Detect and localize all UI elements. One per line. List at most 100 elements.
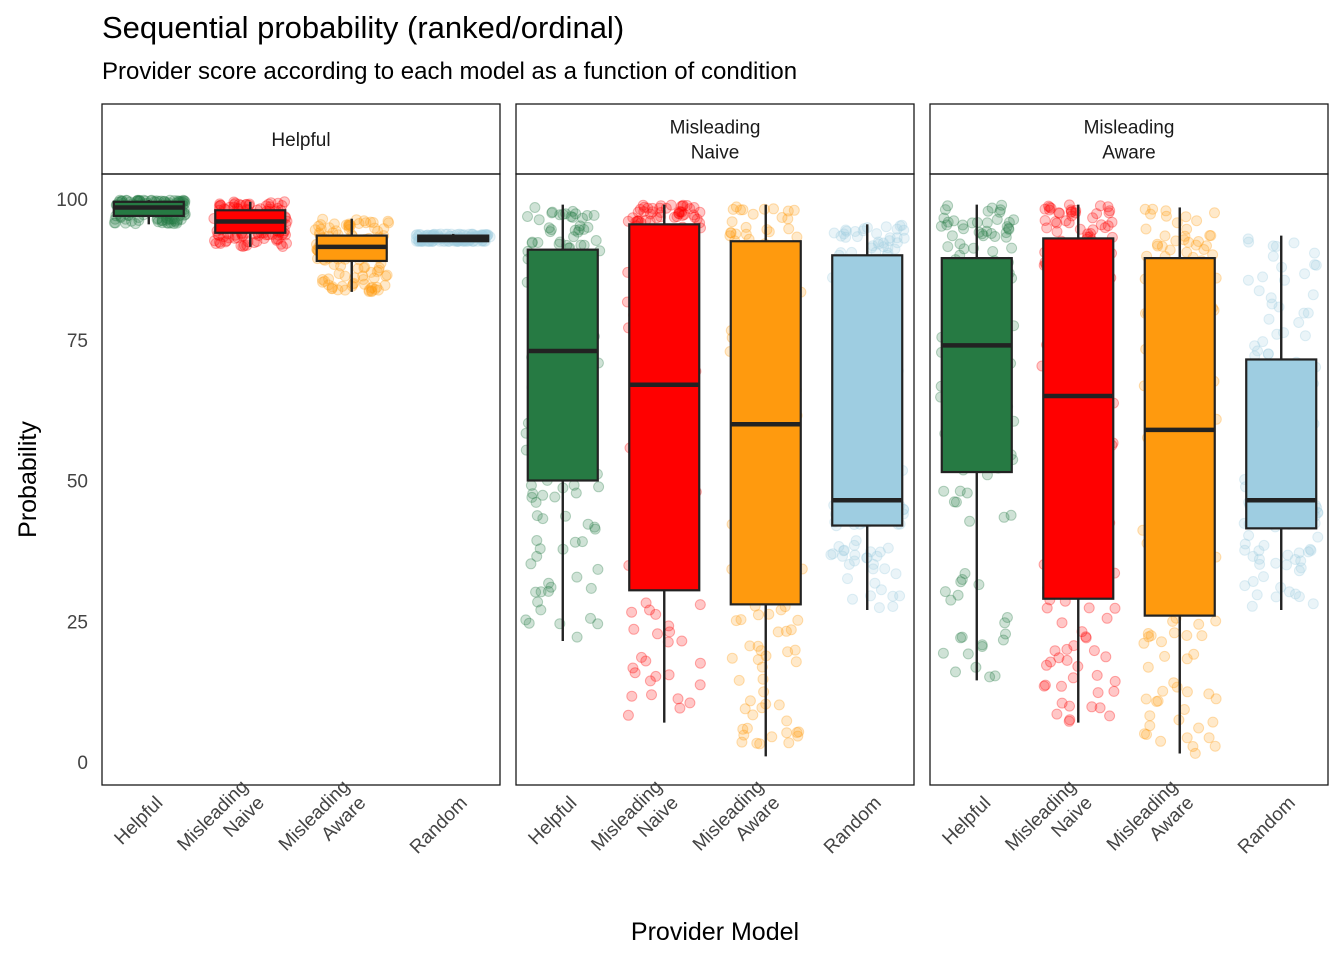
jitter-point	[740, 228, 752, 240]
jitter-point	[668, 211, 680, 223]
jitter-point	[582, 221, 594, 233]
jitter-point	[527, 488, 539, 500]
jitter-point	[999, 617, 1011, 629]
x-tick-label: Random	[406, 793, 472, 859]
jitter-point	[1270, 557, 1282, 569]
jitter-point	[837, 550, 848, 562]
jitter-point	[1066, 210, 1078, 222]
jitter-point	[1043, 200, 1054, 212]
facet-strip	[929, 103, 1329, 175]
jitter-point	[1180, 211, 1192, 223]
jitter-point	[1302, 307, 1314, 319]
jitter-point	[935, 220, 947, 232]
jitter-point	[675, 200, 687, 212]
jitter-point	[1183, 236, 1195, 248]
jitter-point	[626, 690, 638, 702]
y-tick-label: 0	[77, 753, 88, 774]
jitter-point	[1094, 200, 1106, 212]
jitter-point	[1198, 244, 1210, 255]
jitter-point	[1005, 509, 1017, 521]
jitter-point	[1003, 216, 1015, 228]
jitter-point	[651, 212, 663, 224]
jitter-point	[736, 736, 748, 748]
jitter-point	[1207, 716, 1219, 728]
jitter-point	[1151, 696, 1163, 707]
panel-frames-layer: Helpful Misleading Naive Misleading Aware	[101, 103, 1329, 786]
jitter-point	[981, 217, 993, 229]
jitter-point	[1109, 675, 1121, 687]
jitter-point	[958, 223, 969, 235]
jitter-point	[1266, 298, 1278, 310]
jitter-point	[626, 606, 638, 618]
jitter-point	[525, 479, 537, 491]
jitter-point	[543, 585, 554, 597]
jitter-point	[737, 204, 749, 216]
jitter-point	[1045, 202, 1057, 214]
y-tick-label: 25	[67, 612, 88, 633]
jitter-point	[688, 209, 700, 221]
jitter-point	[1044, 204, 1055, 216]
jitter-point	[1056, 697, 1068, 709]
jitter-point	[347, 278, 359, 290]
jitter-point	[727, 203, 739, 215]
jitter-point	[569, 224, 581, 236]
jitter-point	[228, 196, 240, 208]
jitter-point	[942, 200, 954, 212]
jitter-point	[545, 581, 557, 593]
jitter-point	[585, 582, 597, 594]
jitter-point	[1262, 348, 1274, 360]
jitter-point	[573, 224, 585, 236]
jitter-point	[688, 202, 700, 213]
jitter-point	[1210, 615, 1222, 627]
jitter-point	[1293, 591, 1305, 603]
jitter-point	[677, 199, 689, 211]
jitter-point	[520, 614, 532, 626]
jitter-point	[577, 212, 588, 224]
jitter-point	[772, 626, 784, 638]
panel-frame	[515, 173, 915, 786]
jitter-point	[665, 199, 677, 211]
jitter-point	[638, 206, 650, 218]
jitter-point	[1246, 600, 1258, 612]
jitter-point	[894, 590, 906, 602]
jitter-point	[730, 228, 742, 240]
jitter-point	[882, 242, 894, 254]
jitter-point	[1193, 722, 1205, 734]
jitter-point	[954, 238, 966, 250]
jitter-point	[533, 214, 545, 226]
facet-strip	[101, 103, 501, 175]
box	[940, 257, 1013, 474]
jitter-point	[1138, 637, 1150, 649]
jitter-point	[214, 236, 225, 248]
x-tick-label: Random	[1234, 793, 1300, 859]
jitter-point	[838, 544, 850, 556]
jitter-point	[877, 237, 889, 249]
jitter-point	[108, 217, 120, 229]
jitter-point	[986, 202, 998, 214]
jitter-point	[1302, 546, 1314, 558]
jitter-point	[638, 201, 650, 213]
jitter-point	[1145, 630, 1157, 642]
jitter-point	[1001, 221, 1013, 233]
box	[526, 248, 599, 482]
jitter-point	[675, 206, 686, 218]
jitter-point	[328, 218, 340, 230]
jitter-point	[1242, 233, 1254, 245]
jitter-point	[1051, 708, 1063, 720]
jitter-point	[1210, 693, 1222, 705]
jitter-point	[368, 272, 380, 284]
jitter-point	[1080, 631, 1092, 643]
jitter-point	[317, 276, 329, 288]
jitter-point	[879, 563, 891, 575]
jitter-point	[792, 730, 804, 742]
jitter-point	[336, 280, 348, 292]
jitter-point	[958, 243, 970, 255]
jitter-point	[782, 646, 794, 658]
jitter-point	[739, 703, 751, 715]
jitter-point	[1201, 240, 1212, 252]
jitter-point	[1049, 645, 1061, 657]
jitter-point	[882, 542, 894, 554]
jitter-point	[640, 655, 652, 667]
jitter-point	[747, 709, 759, 721]
